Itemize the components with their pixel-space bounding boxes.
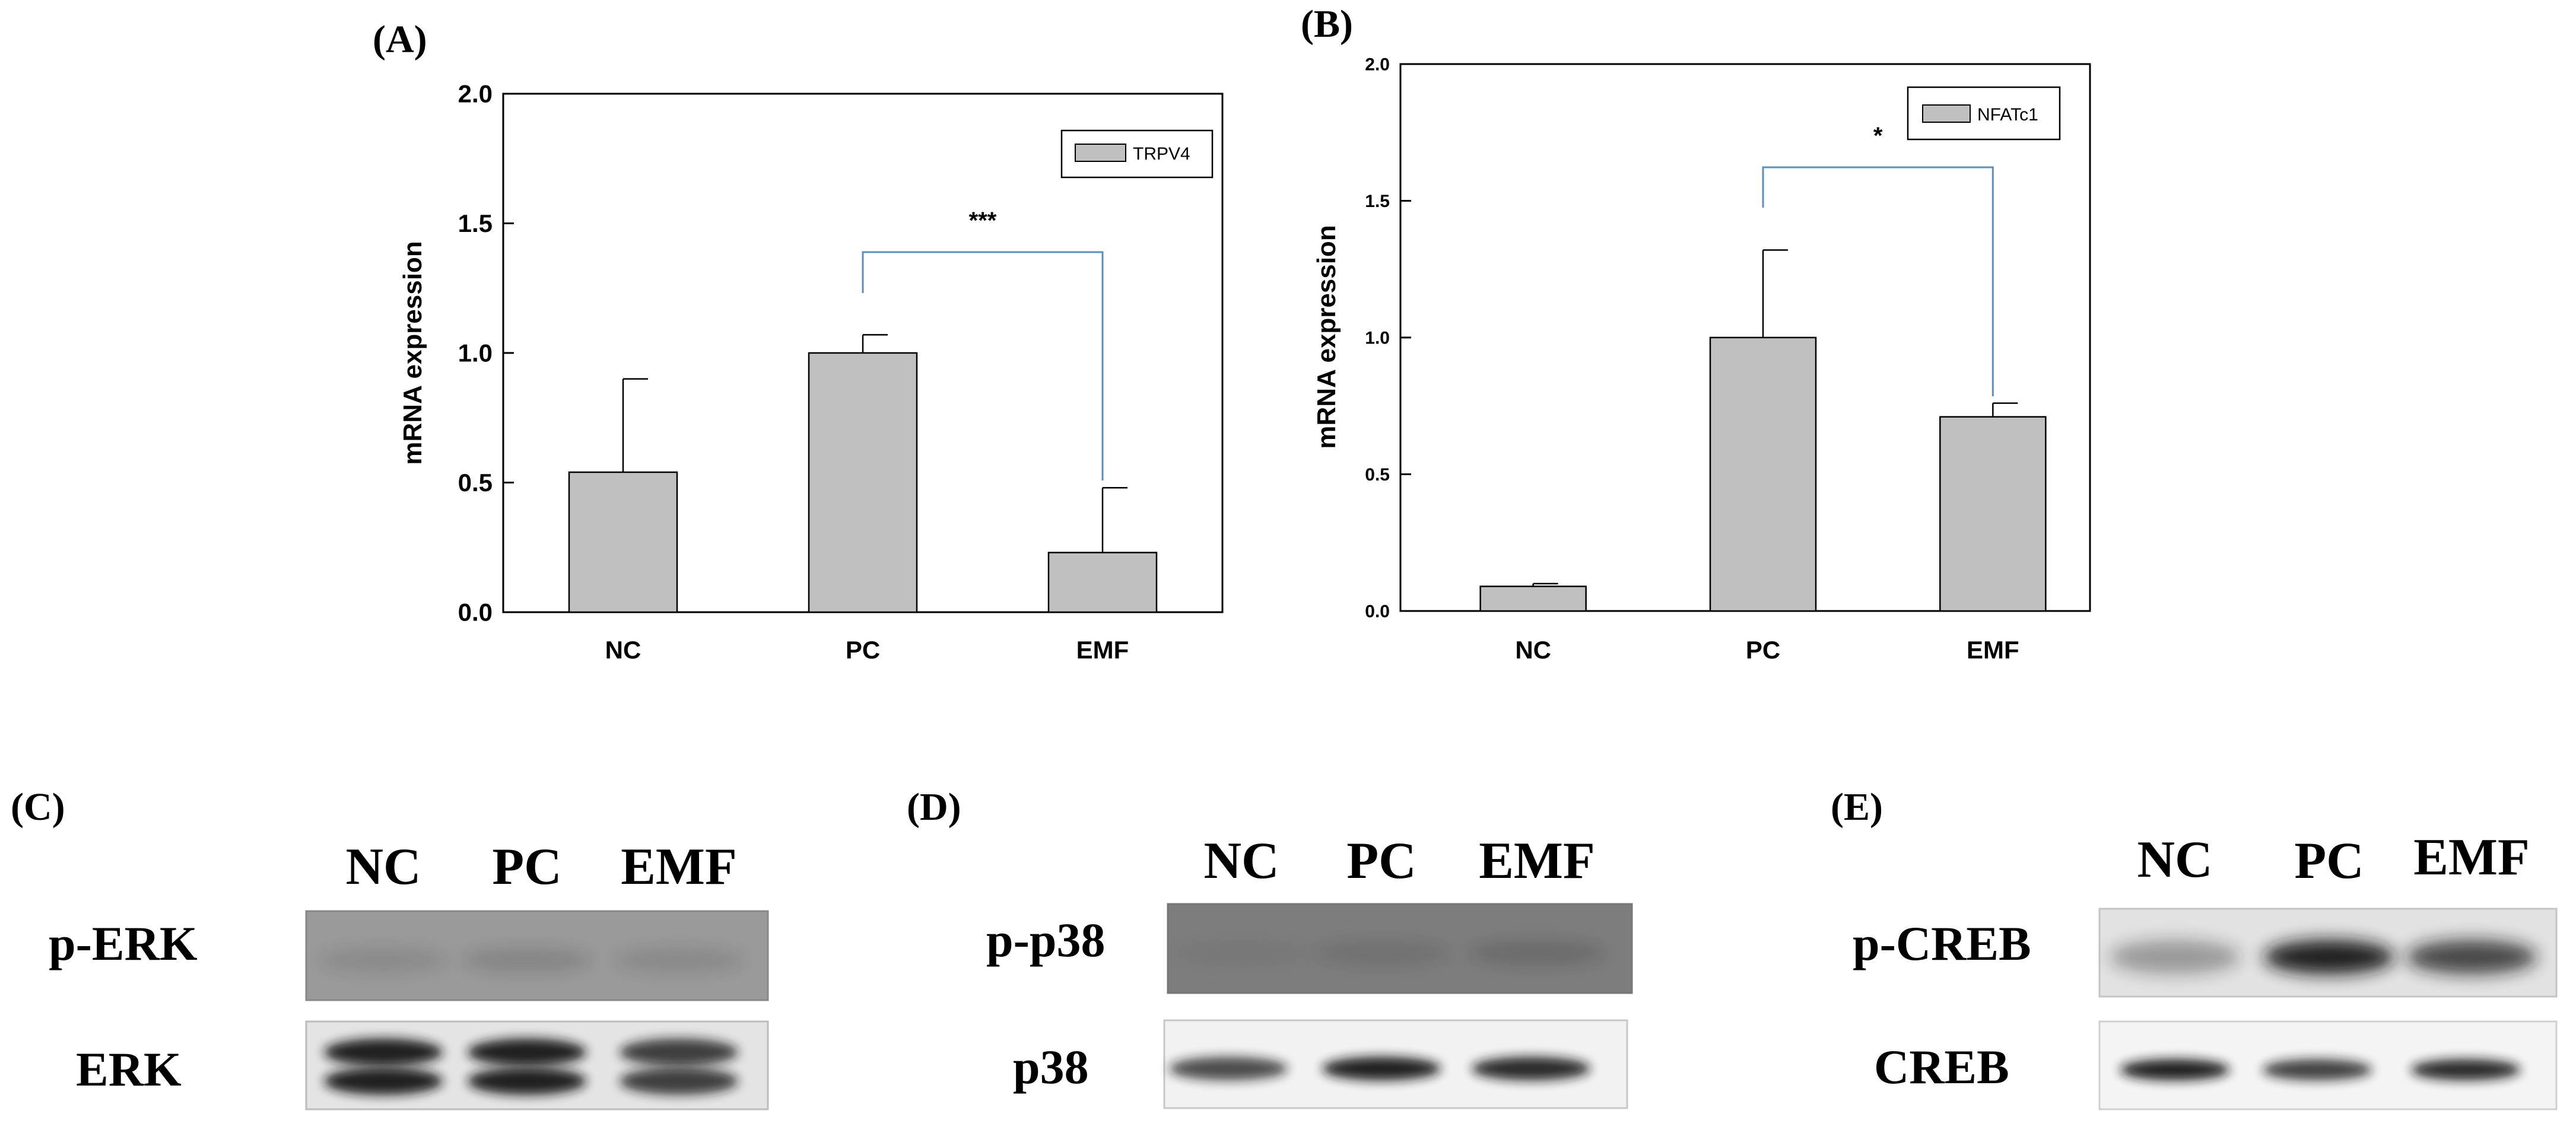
significance-bracket-a (862, 251, 1104, 480)
blot-panel-c: (C) NC PC EMF p-ERK ERK (11, 785, 769, 1110)
bar-a-emf (1047, 552, 1158, 613)
significance-a: *** (862, 208, 1104, 480)
lane-label-d-pc: PC (1346, 832, 1416, 890)
category-label-b-emf: EMF (1967, 636, 2019, 664)
blot-c-p-erk-band-0 (318, 948, 449, 972)
blot-strip-d-p-p38 (1167, 903, 1633, 994)
legend-label-a: TRPV4 (1133, 144, 1190, 164)
panel-label-e: (E) (1831, 785, 1883, 829)
panel-label-c: (C) (11, 785, 65, 829)
blot-strip-e-p-creb (2098, 908, 2558, 998)
blot-c-erk-band-1-1 (468, 1067, 586, 1095)
lane-label-e-emf: EMF (2413, 829, 2530, 886)
blot-e-creb-band-2 (2410, 1059, 2521, 1081)
row-label-d-p38: p38 (1013, 1040, 1089, 1094)
category-labels-b: NC PC EMF (1515, 636, 2019, 664)
blot-d-p-p38-band-0 (1173, 941, 1310, 965)
blot-c-erk-band-2-1 (620, 1067, 738, 1095)
blot-c-erk-band-0-1 (324, 1067, 443, 1095)
y-ticks-b: 0.0 0.5 1.0 1.5 2.0 (1365, 55, 1411, 622)
blot-strip-c-erk (305, 1020, 769, 1110)
blot-d-p-p38-band-2 (1469, 941, 1605, 965)
lane-label-d-emf: EMF (1479, 832, 1595, 890)
y-tick-label-a-1: 0.5 (458, 469, 493, 497)
lane-label-c-nc: NC (345, 838, 421, 896)
significance-label-a: *** (969, 208, 997, 234)
category-label-b-pc: PC (1746, 636, 1780, 664)
row-label-e-p-creb: p-CREB (1853, 916, 2031, 970)
y-tick-label-b-1: 0.5 (1365, 465, 1390, 485)
blot-d-p38-band-1 (1322, 1056, 1441, 1081)
legend-swatch-a (1075, 144, 1126, 162)
y-tick-label-b-0: 0.0 (1365, 602, 1390, 622)
chart-b: (B) mRNA expression 0.0 0.5 1.0 1.5 2.0 NC PC… (1301, 2, 2091, 664)
blot-e-p-creb-band-2 (2406, 940, 2537, 975)
row-label-e-creb: CREB (1874, 1040, 2009, 1094)
row-label-d-p-p38: p-p38 (986, 913, 1106, 967)
chart-a: (A) mRNA expression 0.0 0.5 1.0 1.5 2.0 NC PC… (373, 18, 1224, 664)
blot-panel-e: (E) NC PC EMF p-CREB CREB (1831, 785, 2558, 1110)
bar-a-nc (568, 471, 678, 613)
blot-c-erk-band-0-0 (324, 1038, 443, 1066)
blot-d-p-p38-band-1 (1313, 941, 1450, 965)
blot-d-p38-band-0 (1169, 1056, 1288, 1081)
category-label-a-pc: PC (846, 636, 880, 664)
blot-d-p38-band-2 (1472, 1056, 1590, 1081)
blot-e-p-creb-band-0 (2110, 940, 2240, 975)
y-axis-title-a: mRNA expression (398, 241, 427, 464)
blot-panel-d: (D) NC PC EMF p-p38 p38 (907, 785, 1633, 1109)
y-tick-label-b-4: 2.0 (1365, 55, 1390, 75)
legend-b: NFATc1 (1907, 86, 2061, 141)
blot-strip-c-p-erk (305, 910, 769, 1001)
blot-e-creb-band-1 (2262, 1059, 2372, 1081)
row-label-c-erk: ERK (76, 1042, 182, 1096)
significance-label-b: * (1873, 123, 1883, 149)
bar-b-nc (1479, 585, 1587, 612)
blot-c-erk-band-2-0 (620, 1038, 738, 1066)
bars-b (1479, 249, 2047, 612)
blot-strip-e-creb (2098, 1020, 2558, 1110)
blot-e-p-creb-band-1 (2264, 940, 2394, 975)
blot-e-creb-band-0 (2120, 1059, 2230, 1081)
significance-bracket-b (1762, 166, 1994, 396)
y-tick-label-a-3: 1.5 (458, 209, 493, 237)
category-label-a-emf: EMF (1076, 636, 1129, 664)
y-tick-label-b-3: 1.5 (1365, 192, 1390, 211)
y-tick-label-a-2: 1.0 (458, 339, 493, 367)
legend-swatch-b (1922, 104, 1971, 123)
blot-c-p-erk-band-1 (462, 948, 592, 972)
significance-b: * (1762, 123, 1994, 396)
bars-a (568, 334, 1158, 613)
bar-b-pc (1709, 336, 1817, 612)
panel-label-a: (A) (373, 18, 427, 61)
legend-label-b: NFATc1 (1977, 105, 2038, 125)
category-labels-a: NC PC EMF (605, 636, 1129, 664)
blot-c-erk-band-1-0 (468, 1038, 586, 1066)
y-ticks-a: 0.0 0.5 1.0 1.5 2.0 (458, 80, 514, 626)
blot-c-p-erk-band-2 (614, 948, 744, 972)
panel-label-d: (D) (907, 785, 961, 829)
bar-a-pc (808, 352, 918, 613)
y-tick-label-b-2: 1.0 (1365, 329, 1390, 348)
y-axis-title-b: mRNA expression (1312, 225, 1341, 448)
bar-b-emf (1939, 416, 2047, 612)
category-label-a-nc: NC (605, 636, 641, 664)
blot-strip-d-p38 (1163, 1019, 1628, 1109)
y-tick-label-a-0: 0.0 (458, 599, 493, 626)
panel-label-b: (B) (1301, 2, 1353, 46)
y-tick-label-a-4: 2.0 (458, 80, 493, 108)
lane-label-e-pc: PC (2294, 832, 2364, 890)
legend-a: TRPV4 (1060, 129, 1214, 179)
row-label-c-p-erk: p-ERK (49, 916, 198, 970)
lane-label-c-emf: EMF (621, 838, 737, 896)
lane-label-d-nc: NC (1203, 832, 1279, 890)
lane-label-c-pc: PC (492, 838, 561, 896)
category-label-b-nc: NC (1515, 636, 1551, 664)
lane-label-e-nc: NC (2137, 831, 2212, 889)
